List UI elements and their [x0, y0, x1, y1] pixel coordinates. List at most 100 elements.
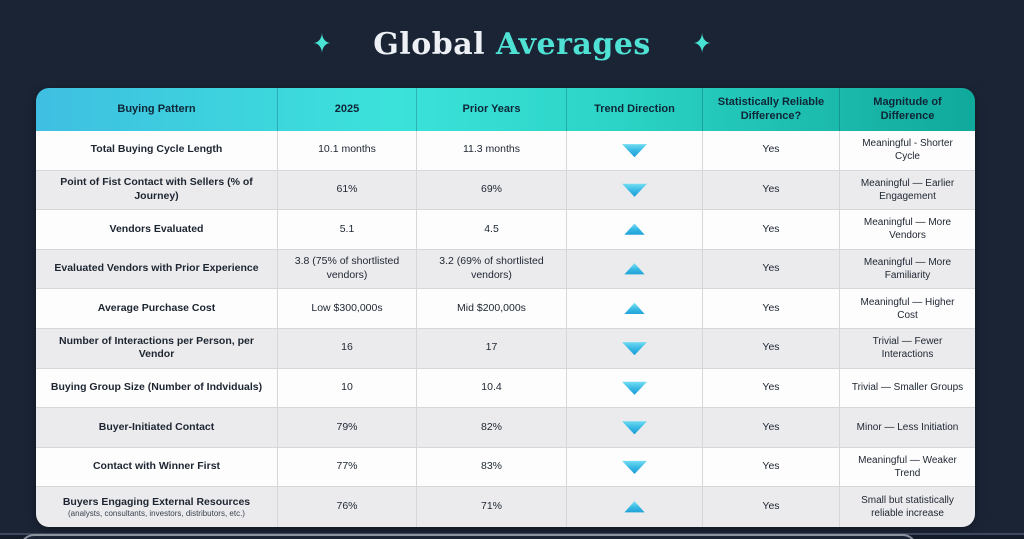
table-cell-magnitude: Meaningful — Weaker Trend — [840, 448, 975, 488]
table-cell-buying-pattern: Buyers Engaging External Resources (anal… — [36, 487, 278, 527]
table-cell-2025: 16 — [278, 328, 417, 369]
pattern-label: Buying Group Size (Number of Indviduals) — [50, 381, 263, 394]
column-header-magnitude: Magnitude of Difference — [873, 95, 942, 122]
pattern-label: Point of Fist Contact with Sellers (% of… — [60, 176, 253, 202]
pattern-label: Total Buying Cycle Length — [90, 143, 223, 156]
table-row: Point of Fist Contact with Sellers (% of… — [36, 170, 975, 211]
table-cell-buying-pattern: Point of Fist Contact with Sellers (% of… — [36, 170, 278, 211]
table-cell-buying-pattern: Vendors Evaluated — [36, 210, 278, 250]
table-cell-trend — [567, 249, 703, 290]
pattern-label: Vendors Evaluated — [109, 222, 204, 235]
table-cell-2025: 5.1 — [278, 210, 417, 250]
table-cell-magnitude: Minor — Less Initiation — [840, 408, 975, 448]
trend-arrow-icon — [624, 223, 645, 235]
table-row: Contact with Winner First 77% 83% Yes Me… — [36, 447, 975, 488]
column-header-prior-years: Prior Years — [417, 88, 567, 131]
table-cell-prior-years: 69% — [417, 170, 567, 211]
table-cell-2025: 61% — [278, 170, 417, 211]
table-cell-2025: 77% — [278, 447, 417, 488]
table-cell-prior-years: 71% — [417, 487, 567, 527]
trend-arrow-icon — [622, 183, 647, 197]
table-cell-trend — [567, 131, 703, 171]
table-cell-reliable: Yes — [703, 289, 840, 329]
table-cell-reliable: Yes — [703, 170, 840, 211]
column-header-buying-pattern: Buying Pattern — [36, 88, 278, 131]
table-cell-trend — [567, 289, 703, 329]
table-cell-2025: 10 — [278, 368, 417, 409]
pattern-label: Contact with Winner First — [92, 460, 221, 473]
table-row: Buyer-Initiated Contact 79% 82% Yes Mino… — [36, 408, 975, 448]
pattern-label: Buyer-Initiated Contact — [98, 420, 215, 433]
next-card-outline — [20, 534, 917, 539]
table-cell-2025: 10.1 months — [278, 131, 417, 171]
trend-arrow-icon — [624, 501, 645, 513]
table-header-row: Buying Pattern 2025 Prior Years Trend Di… — [36, 88, 975, 131]
title-text: Global Averages — [373, 27, 651, 62]
table-cell-trend — [567, 368, 703, 409]
table-row: Buyers Engaging External Resources (anal… — [36, 487, 975, 527]
table-cell-magnitude: Meaningful — More Vendors — [840, 210, 975, 250]
table-row: Buying Group Size (Number of Indviduals)… — [36, 368, 975, 409]
table-cell-prior-years: 4.5 — [417, 210, 567, 250]
table-cell-buying-pattern: Number of Interactions per Person, per V… — [36, 328, 278, 369]
table-row: Number of Interactions per Person, per V… — [36, 328, 975, 369]
pattern-label: Buyers Engaging External Resources — [62, 495, 251, 508]
sparkle-icon: ✦ — [692, 27, 712, 59]
table-row: Evaluated Vendors with Prior Experience … — [36, 249, 975, 290]
table-cell-trend — [567, 210, 703, 250]
table-cell-buying-pattern: Contact with Winner First — [36, 447, 278, 488]
table-row: Total Buying Cycle Length 10.1 months 11… — [36, 131, 975, 171]
table-cell-magnitude: Trivial — Fewer Interactions — [840, 329, 975, 369]
trend-arrow-icon — [624, 302, 645, 314]
table-cell-2025: 3.8 (75% of shortlisted vendors) — [278, 249, 417, 290]
table-cell-reliable: Yes — [703, 447, 840, 488]
table-cell-prior-years: 3.2 (69% of shortlisted vendors) — [417, 249, 567, 290]
trend-arrow-icon — [622, 460, 647, 475]
table-cell-trend — [567, 447, 703, 488]
table-cell-prior-years: 10.4 — [417, 368, 567, 409]
trend-arrow-icon — [622, 381, 647, 395]
table-cell-magnitude: Meaningful — Earlier Engagement — [840, 171, 975, 211]
pattern-label: Number of Interactions per Person, per V… — [59, 334, 254, 361]
table-cell-magnitude: Meaningful — More Familiarity — [840, 250, 975, 290]
trend-arrow-icon — [622, 421, 647, 435]
table-cell-2025: 79% — [278, 408, 417, 448]
title-word-averages: Averages — [496, 26, 651, 62]
column-header-trend-direction: Trend Direction — [567, 88, 703, 131]
table-cell-reliable: Yes — [703, 131, 840, 171]
table-cell-reliable: Yes — [703, 368, 840, 409]
table-cell-magnitude: Meaningful - Shorter Cycle — [840, 131, 975, 171]
table-cell-prior-years: 11.3 months — [417, 131, 567, 171]
table-cell-prior-years: 82% — [417, 408, 567, 448]
pattern-label: Evaluated Vendors with Prior Experience — [54, 262, 259, 275]
global-averages-table: Buying Pattern 2025 Prior Years Trend Di… — [36, 88, 975, 527]
table-cell-prior-years: 83% — [417, 447, 567, 488]
table-cell-buying-pattern: Total Buying Cycle Length — [36, 131, 278, 171]
trend-arrow-icon — [622, 144, 647, 158]
table-cell-reliable: Yes — [703, 328, 840, 369]
table-row: Vendors Evaluated 5.1 4.5 Yes Meaningful… — [36, 210, 975, 250]
table-cell-trend — [567, 487, 703, 527]
table-cell-trend — [567, 170, 703, 211]
table-cell-2025: Low $300,000s — [278, 289, 417, 329]
trend-arrow-icon — [624, 263, 645, 275]
table-cell-buying-pattern: Buying Group Size (Number of Indviduals) — [36, 368, 278, 409]
table-cell-buying-pattern: Average Purchase Cost — [36, 289, 278, 329]
page-title: ✦ Global Averages ✦ — [0, 18, 1024, 70]
table-cell-reliable: Yes — [703, 408, 840, 448]
column-header-statistically-reliable: Statistically Reliable Difference? — [703, 88, 840, 131]
table-cell-buying-pattern: Evaluated Vendors with Prior Experience — [36, 249, 278, 290]
table-cell-magnitude: Trivial — Smaller Groups — [840, 369, 975, 409]
table-cell-trend — [567, 408, 703, 448]
pattern-label: Average Purchase Cost — [97, 301, 216, 314]
table-cell-reliable: Yes — [703, 210, 840, 250]
column-header-2025: 2025 — [278, 88, 417, 131]
table-cell-2025: 76% — [278, 487, 417, 527]
pattern-sublabel: (analysts, consultants, investors, distr… — [68, 509, 245, 519]
table-cell-reliable: Yes — [703, 249, 840, 290]
trend-arrow-icon — [622, 342, 647, 356]
title-word-global: Global — [373, 26, 486, 62]
table-row: Average Purchase Cost Low $300,000s Mid … — [36, 289, 975, 329]
table-cell-magnitude: Meaningful — Higher Cost — [840, 289, 975, 329]
table-cell-reliable: Yes — [703, 487, 840, 527]
